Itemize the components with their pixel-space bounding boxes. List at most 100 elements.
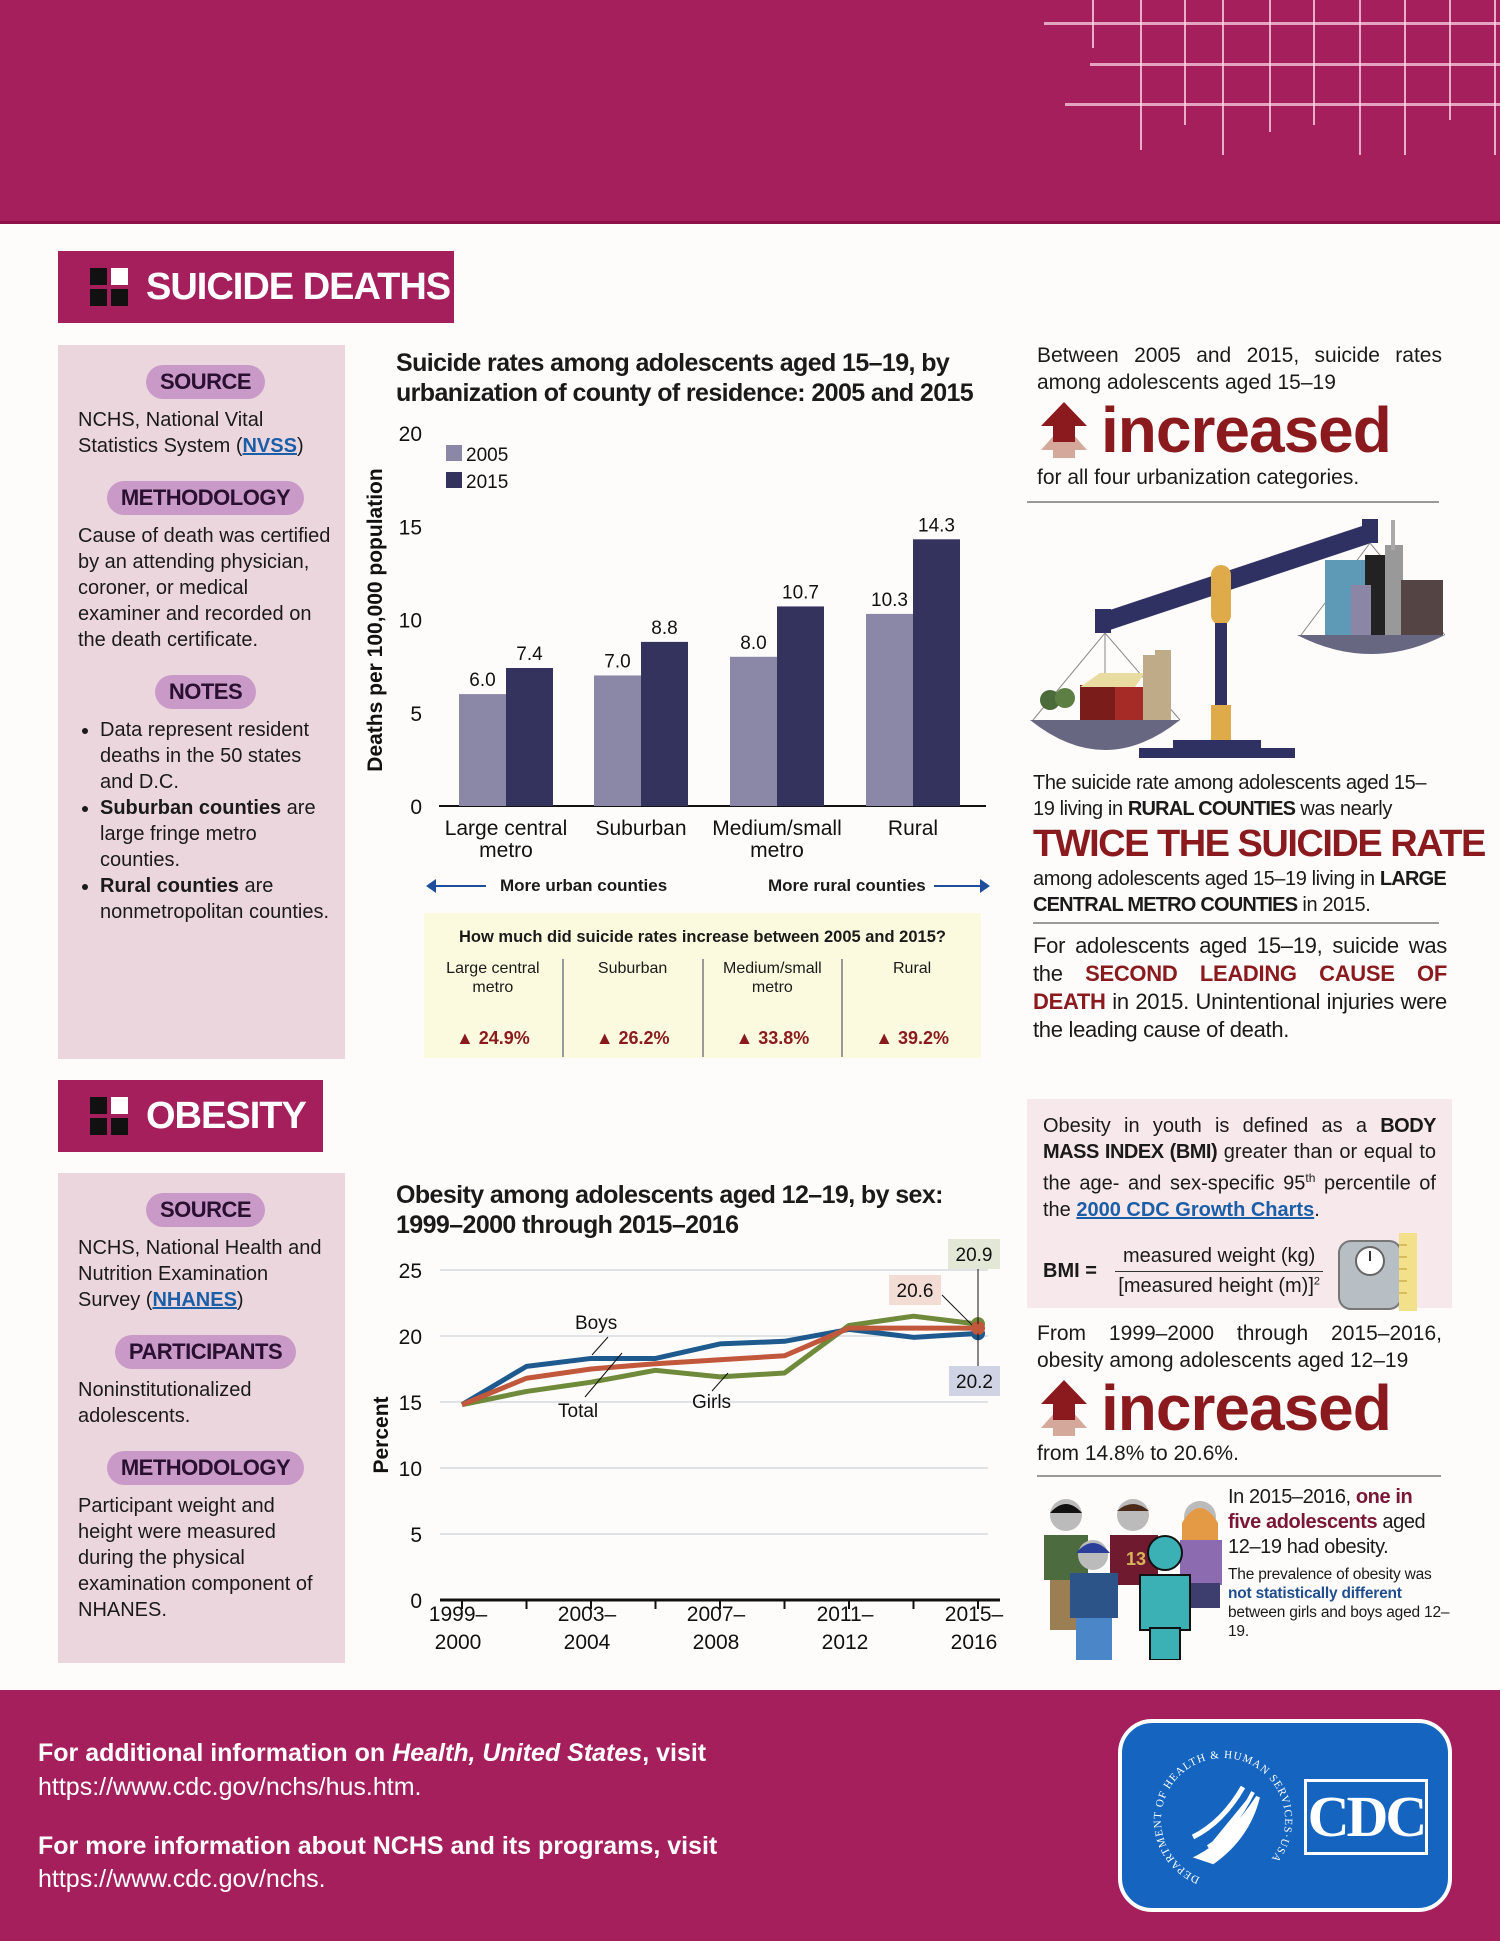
y-axis-label: Deaths per 100,000 population bbox=[364, 468, 387, 771]
more-rural-label: More rural counties bbox=[768, 876, 926, 895]
y-tick-label: 15 bbox=[399, 516, 422, 539]
increase-value: ▲ 26.2% bbox=[595, 1028, 670, 1048]
bar-value-label: 6.0 bbox=[469, 670, 495, 691]
arrow-left-icon bbox=[428, 885, 486, 887]
increase-table: How much did suicide rates increase betw… bbox=[424, 913, 981, 1058]
bmi-label: BMI = bbox=[1043, 1260, 1097, 1283]
bar-value-label: 7.0 bbox=[604, 651, 630, 672]
increase-intro: Between 2005 and 2015, suicide rates amo… bbox=[1037, 344, 1442, 394]
divider bbox=[1027, 501, 1439, 503]
callout-value: 20.9 bbox=[956, 1245, 993, 1266]
one-in-five-panel: In 2015–2016, one in five adolescents ag… bbox=[1228, 1485, 1450, 1641]
suicide-sidebar: SOURCE NCHS, National Vital Statistics S… bbox=[58, 345, 345, 1059]
arrow-right-icon bbox=[934, 885, 986, 887]
methodology-label: METHODOLOGY bbox=[106, 481, 305, 515]
bmi-definition-box: Obesity in youth is defined as a BODY MA… bbox=[1027, 1099, 1452, 1311]
nhanes-link[interactable]: NHANES bbox=[152, 1289, 237, 1311]
x-tick-label: 2011– bbox=[817, 1603, 874, 1626]
increase-outro: from 14.8% to 20.6%. bbox=[1037, 1442, 1239, 1465]
increase-outro: for all four urbanization categories. bbox=[1037, 466, 1360, 489]
note-item: Data represent resident deaths in the 50… bbox=[100, 717, 333, 795]
increase-column: Suburban ▲ 26.2% bbox=[564, 959, 704, 1057]
obesity-increase-panel: From 1999–2000 through 2015–2016, obesit… bbox=[1037, 1320, 1442, 1477]
bar-2005 bbox=[594, 675, 641, 806]
methodology-text: Participant weight and height were measu… bbox=[78, 1495, 313, 1621]
hhs-seal-icon: DEPARTMENT OF HEALTH & HUMAN SERVICES·US… bbox=[1152, 1749, 1293, 1886]
bar-2005 bbox=[459, 694, 506, 806]
series-label: Total bbox=[558, 1401, 598, 1422]
x-tick-label: 2012 bbox=[822, 1631, 869, 1654]
category-label: Medium/small bbox=[712, 817, 842, 840]
participants-text: Noninstitutionalized adolescents. bbox=[78, 1379, 252, 1427]
line-boys bbox=[460, 1326, 979, 1407]
increase-category: Medium/small metro bbox=[723, 960, 822, 996]
source-text: NCHS, National Vital Statistics System (… bbox=[78, 409, 304, 457]
suicide-deaths-banner: SUICIDE DEATHS bbox=[58, 251, 454, 323]
obesity-line-chart: 0 5 10 15 20 25 1999– 2000 2003– 2004 2007– 2008 201… bbox=[370, 1239, 1004, 1654]
bar-2005 bbox=[730, 656, 777, 806]
adolescents-illustration: 13 bbox=[1044, 1499, 1222, 1660]
y-tick-label: 10 bbox=[399, 610, 422, 633]
obesity-chart-title: Obesity among adolescents aged 12–19, by… bbox=[396, 1181, 943, 1239]
bar-value-label: 7.4 bbox=[516, 644, 543, 665]
x-tick-label: 1999– bbox=[429, 1603, 488, 1626]
y-tick-label: 15 bbox=[399, 1392, 422, 1415]
series-label: Girls bbox=[692, 1392, 731, 1413]
line-girls bbox=[461, 1313, 979, 1408]
increase-category: Large central metro bbox=[446, 960, 540, 996]
callout-box bbox=[948, 1239, 1000, 1269]
nchs-link[interactable]: https://www.cdc.gov/nchs. bbox=[38, 1865, 326, 1893]
increased-word: increased bbox=[1101, 1372, 1392, 1444]
urbanization-arrows: More urban counties More rural counties bbox=[426, 874, 990, 898]
more-urban-label: More urban counties bbox=[500, 876, 668, 895]
x-tick-label: 2008 bbox=[693, 1631, 740, 1654]
twice-rate-headline: TWICE THE SUICIDE RATE bbox=[1033, 823, 1486, 865]
increase-category: Suburban bbox=[597, 960, 668, 977]
divider bbox=[1037, 1475, 1441, 1477]
section-title: OBESITY bbox=[146, 1094, 307, 1137]
nvss-link[interactable]: NVSS bbox=[242, 435, 297, 457]
increase-category: Rural bbox=[893, 960, 932, 977]
y-tick-label: 5 bbox=[410, 703, 422, 726]
label-leader bbox=[584, 1352, 623, 1398]
increase-column: Large central metro ▲ 24.9% bbox=[424, 959, 564, 1057]
x-tick-label: 2007– bbox=[687, 1603, 746, 1626]
note-item: Suburban counties are large fringe metro… bbox=[100, 795, 333, 873]
series-label: Boys bbox=[575, 1313, 617, 1334]
note-item: Rural counties are nonmetropolitan count… bbox=[100, 873, 333, 925]
rural-text: The suicide rate among adolescents aged … bbox=[1033, 772, 1427, 820]
weight-scale-icon bbox=[1338, 1232, 1418, 1311]
category-label: metro bbox=[750, 839, 804, 862]
y-tick-label: 10 bbox=[399, 1458, 422, 1481]
cdc-logo-text: CDC bbox=[1304, 1779, 1428, 1855]
x-tick-label: 2003– bbox=[558, 1603, 617, 1626]
increase-column: Medium/small metro ▲ 33.8% bbox=[704, 959, 844, 1057]
not-different-text: The prevalence of obesity was not statis… bbox=[1228, 1566, 1450, 1640]
arrow-up-icon bbox=[1041, 402, 1087, 458]
hus-link[interactable]: https://www.cdc.gov/nchs/hus.htm. bbox=[38, 1773, 422, 1801]
svg-text:13: 13 bbox=[1126, 1549, 1146, 1569]
notes-list: Data represent resident deaths in the 50… bbox=[100, 717, 333, 925]
increase-value: ▲ 39.2% bbox=[875, 1028, 950, 1048]
endpoint-total bbox=[971, 1321, 985, 1336]
x-tick-label: 2015– bbox=[945, 1603, 1004, 1626]
increase-value: ▲ 24.9% bbox=[455, 1028, 530, 1048]
bar-value-label: 8.8 bbox=[651, 618, 677, 639]
increase-column: Rural ▲ 39.2% bbox=[843, 959, 981, 1057]
one-in-five-text: In 2015–2016, one in five adolescents ag… bbox=[1228, 1486, 1426, 1558]
callout-box bbox=[889, 1275, 941, 1305]
y-tick-label: 20 bbox=[399, 423, 422, 446]
notes-label: NOTES bbox=[154, 675, 257, 709]
footer-nchs-text: For more information about NCHS and its … bbox=[38, 1832, 718, 1860]
increase-table-title: How much did suicide rates increase betw… bbox=[459, 928, 946, 946]
growth-charts-link[interactable]: 2000 CDC Growth Charts bbox=[1076, 1198, 1315, 1221]
suicide-bar-chart: 0 5 10 15 20 Deaths per 100,000 population 200… bbox=[364, 423, 986, 862]
bar-value-label: 10.7 bbox=[782, 582, 819, 603]
increased-word: increased bbox=[1101, 394, 1392, 466]
increase-intro: From 1999–2000 through 2015–2016, obesit… bbox=[1037, 1322, 1442, 1372]
callout-box bbox=[949, 1366, 1000, 1396]
leading-cause-text: For adolescents aged 15–19, suicide was … bbox=[1033, 933, 1447, 1042]
bar-value-label: 14.3 bbox=[918, 515, 955, 536]
section-icon bbox=[90, 1097, 128, 1135]
bmi-denominator: [measured height (m)]2 bbox=[1118, 1275, 1321, 1298]
